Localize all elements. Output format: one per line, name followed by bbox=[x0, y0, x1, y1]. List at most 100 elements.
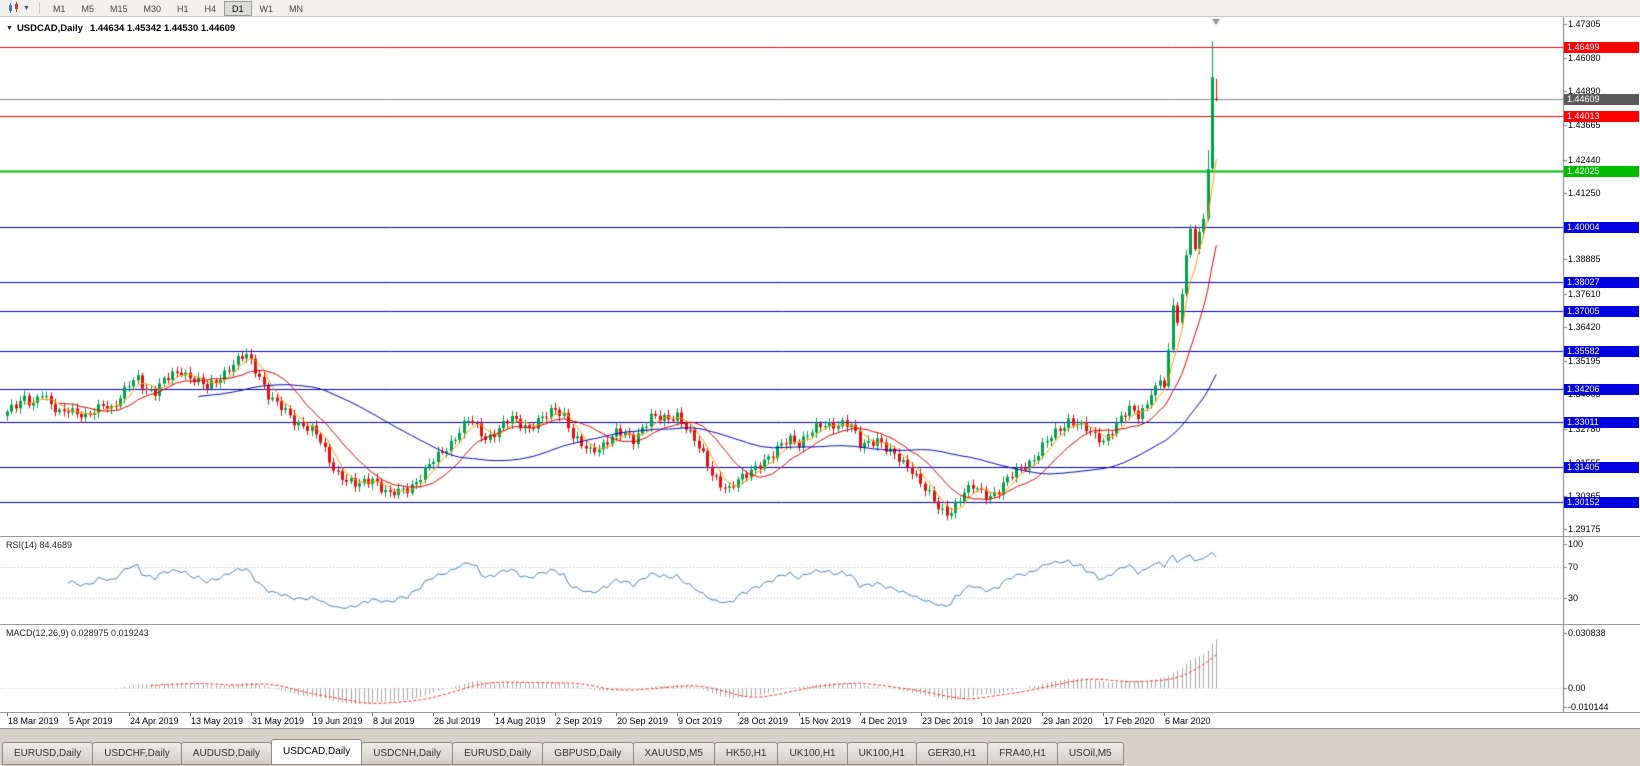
date-label: 15 Nov 2019 bbox=[800, 716, 852, 726]
date-label: 17 Feb 2020 bbox=[1104, 716, 1155, 726]
price-tick: 1.44890 bbox=[1568, 86, 1601, 96]
timeframe-button-mn[interactable]: MN bbox=[289, 3, 304, 14]
date-label: 8 Jul 2019 bbox=[373, 716, 415, 726]
chart-tab-xauusd-m5[interactable]: XAUUSD,M5 bbox=[632, 742, 715, 765]
date-label: 2 Sep 2019 bbox=[556, 716, 603, 726]
level-price-badge: 1.40004 bbox=[1564, 222, 1639, 233]
chart-tab-gbpusd-daily[interactable]: GBPUSD,Daily bbox=[542, 742, 634, 765]
price-tick: 1.42440 bbox=[1568, 155, 1601, 165]
macd-panel: MACD(12,26,9) 0.028975 0.019243 0.030838… bbox=[0, 624, 1640, 712]
time-tick bbox=[1042, 713, 1043, 716]
price-tick: 1.47305 bbox=[1568, 19, 1601, 29]
rsi-canvas[interactable] bbox=[0, 537, 1640, 624]
macd-tick: 0.00 bbox=[1568, 683, 1586, 693]
price-tick: 1.38885 bbox=[1568, 254, 1601, 264]
chart-tabs: EURUSD,Daily USDCHF,Daily AUDUSD,Daily USDC… bbox=[2, 739, 1124, 765]
time-tick bbox=[129, 713, 130, 716]
price-tick: 1.46080 bbox=[1568, 53, 1601, 63]
time-tick bbox=[921, 713, 922, 716]
level-price-badge: 1.30152 bbox=[1564, 497, 1639, 508]
price-tick: 1.35195 bbox=[1568, 356, 1601, 366]
macd-tick: -0.010144 bbox=[1568, 702, 1609, 712]
time-tick bbox=[312, 713, 313, 716]
level-price-badge: 1.44013 bbox=[1564, 111, 1639, 122]
time-tick bbox=[555, 713, 556, 716]
date-label: 31 May 2019 bbox=[252, 716, 305, 726]
price-tick: 1.29175 bbox=[1568, 524, 1601, 534]
date-label: 20 Sep 2019 bbox=[617, 716, 669, 726]
time-tick bbox=[1164, 713, 1165, 716]
level-price-badge: 1.37005 bbox=[1564, 306, 1639, 317]
toolbar-separator bbox=[38, 2, 40, 14]
time-axis[interactable]: 18 Mar 2019 5 Apr 2019 24 Apr 2019 13 May 2… bbox=[0, 712, 1640, 728]
collapse-triangle-icon[interactable]: ▼ bbox=[6, 25, 13, 32]
date-label: 10 Jan 2020 bbox=[982, 716, 1032, 726]
rsi-label: RSI(14) 84.4689 bbox=[6, 540, 73, 550]
chart-selector-icon[interactable]: ▼ bbox=[3, 1, 34, 16]
chart-tab-eurusd-daily[interactable]: EURUSD,Daily bbox=[2, 742, 94, 765]
chart-tab-usdchf-daily[interactable]: USDCHF,Daily bbox=[92, 742, 182, 765]
chart-tab-audusd-daily[interactable]: AUDUSD,Daily bbox=[180, 742, 273, 765]
level-price-badge: 1.34206 bbox=[1564, 384, 1639, 395]
date-label: 14 Aug 2019 bbox=[495, 716, 546, 726]
time-tick bbox=[1103, 713, 1104, 716]
level-price-badge: 1.31405 bbox=[1564, 462, 1639, 473]
chart-tab-fra40-h1[interactable]: FRA40,H1 bbox=[987, 742, 1058, 765]
time-tick bbox=[981, 713, 982, 716]
macd-canvas[interactable] bbox=[0, 625, 1640, 712]
date-label: 23 Dec 2019 bbox=[922, 716, 974, 726]
date-label: 28 Oct 2019 bbox=[739, 716, 789, 726]
chart-tab-hk50-h1[interactable]: HK50,H1 bbox=[713, 742, 779, 765]
timeframe-button-d1[interactable]: D1 bbox=[224, 0, 252, 16]
price-tick: 1.37610 bbox=[1568, 289, 1601, 299]
time-tick bbox=[372, 713, 373, 716]
chart-title: ▼ USDCAD,Daily 1.44634 1.45342 1.44530 1.4… bbox=[6, 23, 235, 34]
date-label: 29 Jan 2020 bbox=[1043, 716, 1093, 726]
timeframe-button-h1[interactable]: H1 bbox=[177, 3, 189, 14]
candlestick-chart-icon bbox=[9, 2, 18, 13]
time-tick bbox=[190, 713, 191, 716]
price-tick: 1.30365 bbox=[1568, 491, 1601, 501]
rsi-tick: 30 bbox=[1568, 593, 1579, 603]
price-tick: 1.41250 bbox=[1568, 188, 1601, 198]
date-label: 18 Mar 2019 bbox=[8, 716, 59, 726]
price-tick: 1.36420 bbox=[1568, 322, 1601, 332]
level-price-badge: 1.38027 bbox=[1564, 277, 1639, 288]
date-label: 6 Mar 2020 bbox=[1165, 716, 1211, 726]
price-chart-canvas[interactable] bbox=[0, 17, 1640, 536]
time-tick bbox=[494, 713, 495, 716]
level-price-badge: 1.46499 bbox=[1564, 42, 1639, 53]
time-tick bbox=[677, 713, 678, 716]
level-price-badge: 1.35582 bbox=[1564, 346, 1639, 357]
rsi-tick: 100 bbox=[1568, 539, 1584, 549]
macd-label: MACD(12,26,9) 0.028975 0.019243 bbox=[6, 628, 149, 638]
chart-tab-usdcnh-daily[interactable]: USDCNH,Daily bbox=[361, 742, 454, 765]
level-price-badge: 1.33011 bbox=[1564, 417, 1639, 428]
chart-tab-uk100-h1[interactable]: UK100,H1 bbox=[777, 742, 848, 765]
timeframe-toolbar: ▼ M1 M5 M15 M30 H1 H4 D1 W1 MN bbox=[0, 0, 1640, 17]
chart-tab-ger30-h1[interactable]: GER30,H1 bbox=[915, 742, 989, 765]
date-label: 9 Oct 2019 bbox=[678, 716, 723, 726]
timeframe-button-h4[interactable]: H4 bbox=[204, 3, 217, 14]
level-price-badge: 1.42025 bbox=[1564, 166, 1639, 177]
time-tick bbox=[860, 713, 861, 716]
timeframe-button-m15[interactable]: M15 bbox=[109, 3, 128, 14]
time-tick bbox=[7, 713, 8, 716]
chart-tab-eurusd-daily[interactable]: EURUSD,Daily bbox=[452, 742, 544, 765]
timeframe-button-m5[interactable]: M5 bbox=[81, 3, 94, 14]
rsi-panel: RSI(14) 84.4689 100 70 30 bbox=[0, 536, 1640, 624]
macd-tick: 0.030838 bbox=[1568, 628, 1606, 638]
chart-tabs-bar: EURUSD,Daily USDCHF,Daily AUDUSD,Daily USDC… bbox=[0, 728, 1640, 766]
price-tick: 1.32780 bbox=[1568, 424, 1601, 434]
time-tick bbox=[738, 713, 739, 716]
timeframe-button-m30[interactable]: M30 bbox=[143, 3, 161, 14]
date-label: 24 Apr 2019 bbox=[130, 716, 179, 726]
rsi-tick: 70 bbox=[1568, 562, 1579, 572]
timeframe-button-m1[interactable]: M1 bbox=[52, 3, 66, 14]
time-tick bbox=[68, 713, 69, 716]
chart-tab-usoil-m5[interactable]: USOil,M5 bbox=[1056, 742, 1124, 765]
timeframe-button-w1[interactable]: W1 bbox=[259, 3, 274, 14]
chart-tab-usdcad-daily[interactable]: USDCAD,Daily bbox=[271, 739, 363, 765]
chart-shift-marker-icon[interactable] bbox=[1212, 19, 1220, 25]
chart-tab-uk100-h1[interactable]: UK100,H1 bbox=[846, 742, 917, 765]
